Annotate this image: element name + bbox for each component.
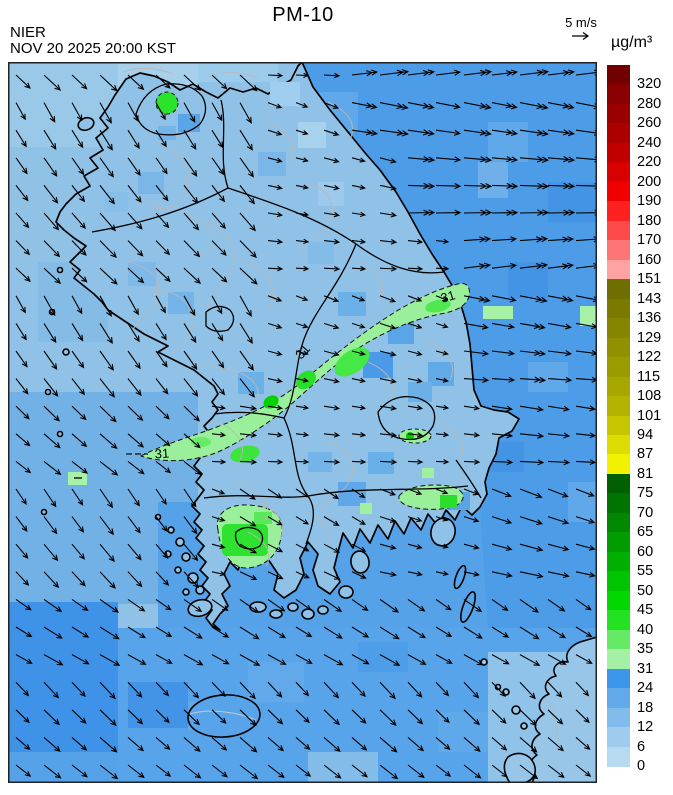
colorbar-segment bbox=[607, 298, 630, 319]
colorbar-segment bbox=[607, 688, 630, 709]
colorbar-tick-label: 170 bbox=[637, 232, 662, 249]
colorbar-labels: 320 280 260 240 220 200 190 180 170 160 151 143 136 1… bbox=[637, 65, 673, 774]
colorbar-tick-label: 6 bbox=[637, 738, 646, 755]
colorbar-tick-label: 50 bbox=[637, 582, 654, 599]
colorbar-segment bbox=[607, 415, 630, 436]
colorbar-segment bbox=[607, 259, 630, 280]
colorbar-segment bbox=[607, 240, 630, 261]
colorbar-tick-label: 65 bbox=[637, 524, 654, 541]
colorbar-segment bbox=[607, 454, 630, 475]
colorbar-segment bbox=[607, 162, 630, 183]
colorbar-tick-label: 160 bbox=[637, 251, 662, 268]
page-title: PM-10 bbox=[272, 4, 334, 26]
colorbar-segment bbox=[607, 434, 630, 456]
colorbar-tick-label: 75 bbox=[637, 485, 654, 502]
forecast-datetime: NOV 20 2025 20:00 KST bbox=[10, 40, 176, 57]
wind-scale-label: 5 m/s bbox=[565, 15, 597, 30]
colorbar-tick-label: 60 bbox=[637, 543, 654, 560]
map-canvas: 31 31 31 bbox=[8, 62, 597, 783]
colorbar-segment bbox=[607, 84, 630, 105]
contour-label: 31 bbox=[154, 446, 169, 462]
colorbar-tick-label: 260 bbox=[637, 115, 662, 132]
colorbar-segment bbox=[607, 103, 630, 125]
colorbar-tick-label: 129 bbox=[637, 329, 662, 346]
colorbar-tick-label: 94 bbox=[637, 426, 654, 443]
colorbar-segment bbox=[607, 142, 630, 164]
colorbar-tick-label: 108 bbox=[637, 388, 662, 405]
colorbar-segment bbox=[607, 610, 630, 631]
colorbar-tick-label: 122 bbox=[637, 349, 662, 366]
colorbar-segment bbox=[607, 357, 630, 378]
colorbar-tick-label: 143 bbox=[637, 290, 662, 307]
colorbar-segment bbox=[607, 201, 630, 222]
colorbar bbox=[607, 65, 630, 767]
kyushu-coast bbox=[529, 636, 597, 783]
colorbar-tick-label: 151 bbox=[637, 271, 662, 288]
colorbar-tick-label: 81 bbox=[637, 465, 654, 482]
pm10-east-edge-cell bbox=[580, 306, 597, 326]
colorbar-segment bbox=[607, 65, 630, 86]
wind-scale-legend: 5 m/s bbox=[551, 16, 611, 45]
colorbar-segment bbox=[607, 396, 630, 417]
colorbar-tick-label: 0 bbox=[637, 758, 646, 774]
colorbar-segment bbox=[607, 337, 630, 358]
pm10-offshore-east-cell bbox=[483, 306, 513, 319]
unit-label: µg/m³ bbox=[611, 34, 653, 51]
colorbar-segment bbox=[607, 571, 630, 592]
contour-label: 31 bbox=[439, 287, 457, 305]
colorbar-tick-label: 240 bbox=[637, 134, 662, 151]
colorbar-segment bbox=[607, 493, 630, 514]
colorbar-segment bbox=[607, 532, 630, 553]
colorbar-segment bbox=[607, 649, 630, 670]
colorbar-segment bbox=[607, 551, 630, 572]
colorbar-tick-label: 101 bbox=[637, 407, 662, 424]
colorbar-segment bbox=[607, 629, 630, 650]
wind-vectors-layer bbox=[15, 69, 597, 780]
pm10-daegu-lens bbox=[398, 428, 432, 444]
colorbar-tick-label: 18 bbox=[637, 699, 654, 716]
colorbar-tick-label: 280 bbox=[637, 95, 662, 112]
kyushu-county-line bbox=[547, 701, 561, 743]
colorbar-segment bbox=[607, 279, 630, 300]
colorbar-tick-label: 40 bbox=[637, 621, 654, 638]
pm10-band-region bbox=[140, 282, 471, 462]
pm10-high-regions bbox=[68, 91, 597, 569]
colorbar-tick-label: 190 bbox=[637, 193, 662, 210]
colorbar-tick-label: 87 bbox=[637, 446, 654, 463]
colorbar-segment bbox=[607, 220, 630, 241]
agency-label: NIER bbox=[10, 24, 46, 41]
jeju-road-line bbox=[189, 710, 257, 721]
colorbar-tick-label: 12 bbox=[637, 719, 654, 736]
colorbar-segment bbox=[607, 181, 630, 202]
colorbar-segment bbox=[607, 318, 630, 339]
colorbar-tick-label: 35 bbox=[637, 641, 654, 658]
colorbar-tick-label: 115 bbox=[637, 368, 661, 385]
colorbar-tick-label: 136 bbox=[637, 310, 662, 327]
colorbar-segment bbox=[607, 473, 630, 495]
province-boundaries bbox=[91, 83, 482, 550]
colorbar-tick-label: 200 bbox=[637, 173, 662, 190]
wind-scale-arrow-icon bbox=[572, 32, 590, 40]
county-boundaries bbox=[127, 101, 463, 567]
colorbar-segment bbox=[607, 376, 630, 397]
pm10-seoul-hotspot bbox=[155, 91, 179, 115]
colorbar-tick-label: 24 bbox=[637, 680, 654, 697]
map-border bbox=[8, 62, 597, 783]
colorbar-tick-label: 220 bbox=[637, 154, 662, 171]
colorbar-segment bbox=[607, 668, 630, 689]
colorbar-segment bbox=[607, 590, 630, 611]
colorbar-tick-label: 70 bbox=[637, 504, 654, 521]
colorbar-segment bbox=[607, 746, 630, 767]
colorbar-segment bbox=[607, 512, 630, 534]
colorbar-tick-label: 180 bbox=[637, 212, 662, 229]
colorbar-segment bbox=[607, 123, 630, 144]
colorbar-segment bbox=[607, 707, 630, 728]
colorbar-segment bbox=[607, 727, 630, 748]
colorbar-tick-label: 320 bbox=[637, 76, 662, 93]
colorbar-tick-label: 45 bbox=[637, 602, 654, 619]
colorbar-tick-label: 31 bbox=[637, 660, 654, 677]
colorbar-tick-label: 55 bbox=[637, 563, 654, 580]
